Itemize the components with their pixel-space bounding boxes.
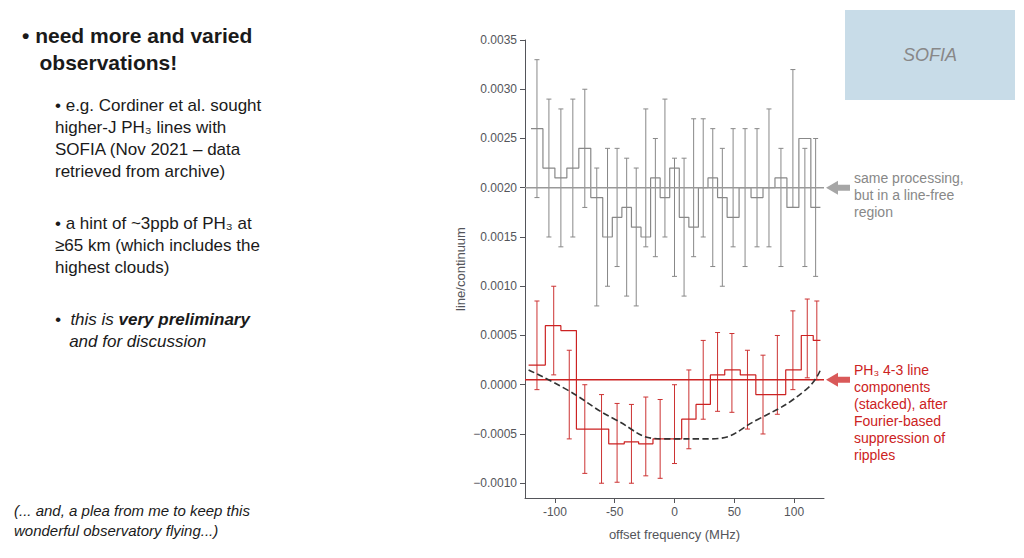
svg-text:-50: -50 bbox=[606, 505, 624, 519]
svg-text:line/continuum: line/continuum bbox=[453, 227, 468, 311]
svg-text:0.0000: 0.0000 bbox=[480, 378, 517, 392]
svg-text:0.0020: 0.0020 bbox=[480, 181, 517, 195]
svg-text:−0.0005: −0.0005 bbox=[473, 427, 517, 441]
svg-text:ripples: ripples bbox=[854, 447, 895, 463]
svg-text:suppression of: suppression of bbox=[854, 430, 945, 446]
svg-text:highest clouds): highest clouds) bbox=[55, 258, 169, 277]
svg-text:(... and, a plea from me to ke: (... and, a plea from me to keep this bbox=[14, 502, 250, 519]
svg-text:components: components bbox=[854, 379, 930, 395]
svg-text:0.0010: 0.0010 bbox=[480, 279, 517, 293]
svg-text:higher-J PH₃ lines with: higher-J PH₃ lines with bbox=[55, 118, 226, 137]
svg-text:PH₃ 4-3 line: PH₃ 4-3 line bbox=[854, 362, 929, 378]
svg-text:very preliminary: very preliminary bbox=[119, 310, 252, 329]
svg-text:• need more and varied: • need more and varied bbox=[22, 24, 252, 47]
svg-text:region: region bbox=[854, 204, 893, 220]
svg-text:−0.0010: −0.0010 bbox=[473, 476, 517, 490]
svg-text:50: 50 bbox=[728, 505, 742, 519]
svg-text:observations!: observations! bbox=[22, 51, 177, 74]
svg-text:0.0005: 0.0005 bbox=[480, 328, 517, 342]
svg-text:offset frequency (MHz): offset frequency (MHz) bbox=[609, 527, 740, 542]
svg-text:0.0025: 0.0025 bbox=[480, 131, 517, 145]
svg-text:and for discussion: and for discussion bbox=[55, 332, 206, 351]
svg-text:≥65 km (which includes the: ≥65 km (which includes the bbox=[55, 236, 260, 255]
svg-text:but in a line-free: but in a line-free bbox=[854, 187, 955, 203]
svg-text:Fourier-based: Fourier-based bbox=[854, 413, 941, 429]
svg-text:0.0015: 0.0015 bbox=[480, 230, 517, 244]
svg-text:SOFIA: SOFIA bbox=[903, 45, 957, 65]
svg-text:0.0030: 0.0030 bbox=[480, 82, 517, 96]
svg-text:• this is: • this is bbox=[55, 310, 119, 329]
svg-text:100: 100 bbox=[784, 505, 804, 519]
svg-text:retrieved from archive): retrieved from archive) bbox=[55, 162, 225, 181]
svg-text:0.0035: 0.0035 bbox=[480, 33, 517, 47]
svg-text:(stacked), after: (stacked), after bbox=[854, 396, 948, 412]
svg-text:same processing,: same processing, bbox=[854, 170, 964, 186]
svg-text:wonderful observatory flying..: wonderful observatory flying...) bbox=[14, 522, 218, 539]
svg-text:• e.g. Cordiner et al. sought: • e.g. Cordiner et al. sought bbox=[55, 96, 262, 115]
svg-text:SOFIA (Nov 2021 – data: SOFIA (Nov 2021 – data bbox=[55, 140, 241, 159]
svg-text:-100: -100 bbox=[543, 505, 567, 519]
svg-text:• a hint of ~3ppb of PH₃ at: • a hint of ~3ppb of PH₃ at bbox=[55, 214, 252, 233]
svg-text:0: 0 bbox=[671, 505, 678, 519]
